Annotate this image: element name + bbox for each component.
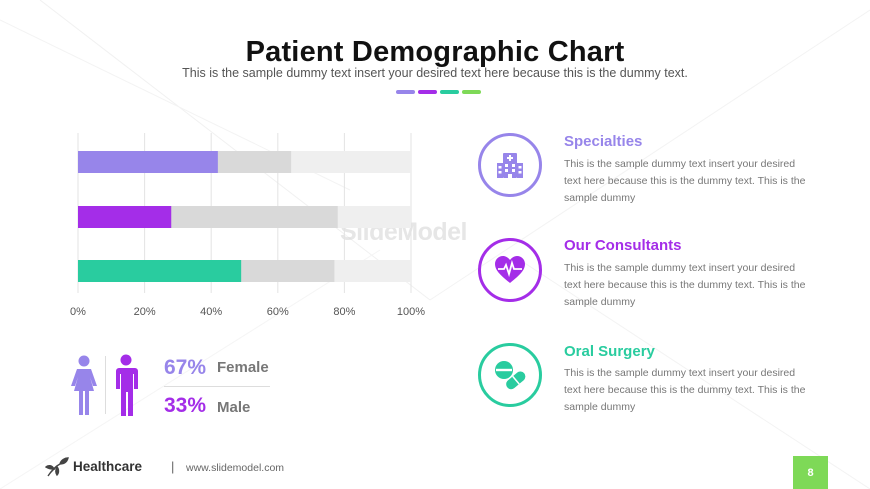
specialties-text: This is the sample dummy text insert you… [564, 158, 806, 204]
specialties-icon-circle [478, 133, 542, 197]
x-tick-label: 80% [333, 306, 355, 318]
male-label: Male [217, 399, 251, 416]
healthcare-logo-icon [44, 457, 69, 477]
footer-separator: | [171, 459, 175, 474]
accent-dashes [396, 90, 481, 94]
bar-chart: 0% 20% 40% 60% 80% 100% [60, 128, 440, 328]
female-percentage: 67% [164, 356, 207, 379]
oral-surgery-icon-circle [478, 343, 542, 407]
oral-surgery-title: Oral Surgery [564, 343, 655, 360]
accent-dash-1 [396, 90, 415, 94]
figure-divider [105, 356, 106, 414]
specialties-title: Specialties [564, 133, 643, 150]
x-tick-label: 40% [200, 306, 222, 318]
consultants-title: Our Consultants [564, 237, 682, 254]
female-label: Female [217, 359, 269, 376]
x-tick-label: 60% [267, 306, 289, 318]
female-icon [71, 355, 97, 415]
x-tick-label: 100% [397, 306, 425, 318]
footer-url: www.slidemodel.com [186, 462, 285, 474]
accent-dash-3 [440, 90, 459, 94]
gender-figures [71, 354, 138, 416]
accent-dash-2 [418, 90, 437, 94]
accent-dash-4 [462, 90, 481, 94]
page-title: Patient Demographic Chart [245, 36, 625, 68]
footer-brand: Healthcare [73, 459, 143, 474]
male-icon [116, 354, 138, 416]
bar-value [78, 151, 218, 173]
consultants-text: This is the sample dummy text insert you… [564, 262, 806, 308]
heartbeat-icon [495, 256, 525, 283]
male-percentage: 33% [164, 394, 207, 417]
oral-surgery-text: This is the sample dummy text insert you… [564, 367, 806, 413]
consultants-icon-circle [478, 238, 542, 302]
bar-chart-svg: 0% 20% 40% 60% 80% 100% [70, 133, 425, 318]
bar-value [78, 206, 172, 228]
bar-value [78, 260, 242, 282]
x-tick-label: 0% [70, 306, 86, 318]
page-subtitle: This is the sample dummy text insert you… [182, 66, 688, 80]
pills-icon [495, 361, 526, 390]
stat-divider [164, 386, 270, 387]
hospital-icon [497, 153, 523, 178]
x-tick-label: 20% [134, 306, 156, 318]
page-number: 8 [793, 456, 828, 489]
